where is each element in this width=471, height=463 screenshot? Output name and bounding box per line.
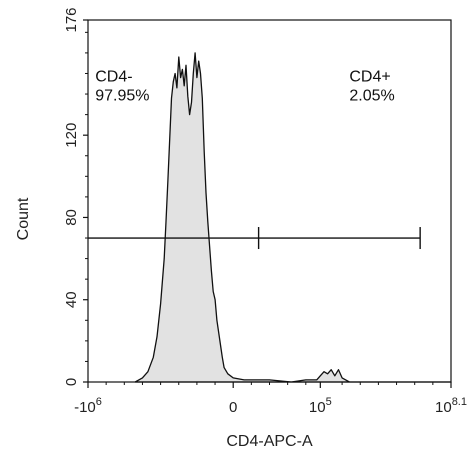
y-tick-label: 80 xyxy=(63,209,80,226)
x-tick-label: 0 xyxy=(229,399,237,416)
gate-label-positive: CD4+ 2.05% xyxy=(349,69,394,105)
y-tick-label: 176 xyxy=(63,7,80,32)
y-axis-title: Count xyxy=(15,197,32,240)
x-tick-label: 108.1 xyxy=(435,396,467,416)
plot-frame xyxy=(87,19,452,383)
histogram-area xyxy=(134,52,452,383)
x-axis-title: CD4-APC-A xyxy=(226,433,313,450)
gate-label-negative: CD4-97.95% xyxy=(95,69,149,105)
plot-area xyxy=(88,52,452,383)
labels: 0 40 80 120 176 -106 0 105 108.1 CD4-APC-A Count CD… xyxy=(15,7,467,450)
x-tick-label: 105 xyxy=(309,396,332,416)
axes xyxy=(83,19,452,388)
y-tick-label: 0 xyxy=(63,378,80,386)
y-tick-label: 120 xyxy=(63,123,80,148)
x-tick-label: -106 xyxy=(74,396,102,416)
y-tick-label: 40 xyxy=(63,291,80,308)
